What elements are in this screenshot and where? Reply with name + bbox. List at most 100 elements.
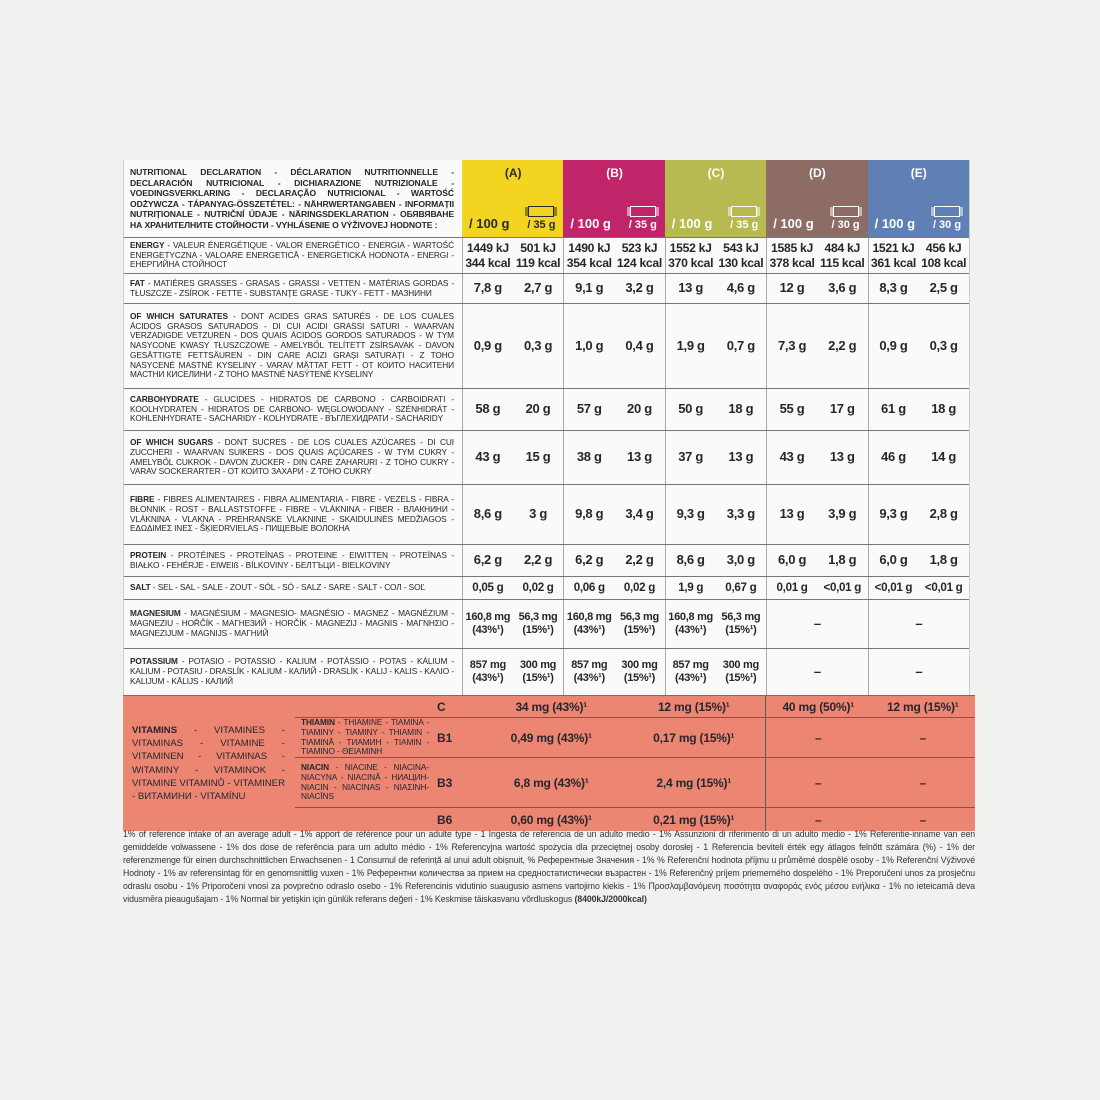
row-label-rest: - MATIÈRES GRASSES - GRASAS - GRASSI - V… xyxy=(130,277,454,298)
vitamin-sublabel-thiamin: THIAMIN - THIAMINE - TIAMINA - TIAMINY -… xyxy=(295,717,437,757)
vitamin-value-100g: 6,8 mg (43%)¹ xyxy=(513,775,589,790)
bar-portion-icon xyxy=(525,206,557,217)
value-cell: 160,8 mg (43%¹) xyxy=(664,600,716,648)
vitamin-values-de-b6: – – xyxy=(765,807,975,831)
value-cell: 1,9 g xyxy=(664,577,716,599)
value-cell: 6,2 g xyxy=(462,545,513,576)
row-label-rest: - MAGNÉSIUM - MAGNESIO- MAGNÉSIO - MAGNE… xyxy=(130,608,454,638)
value-cell: 6,2 g xyxy=(563,545,614,576)
value-cell: 3,0 g xyxy=(726,552,755,568)
value-cell: 3,4 g xyxy=(625,506,654,522)
table-row-magnesium: MAGNESIUM - MAGNÉSIUM - MAGNESIO- MAGNÉS… xyxy=(124,599,969,648)
per-100g-label: / 100 g xyxy=(874,216,916,231)
value-cell: 300 mg (15%¹) xyxy=(722,659,759,684)
vitamin-values-de-b1: – – xyxy=(765,717,975,757)
value-cell: 0,67 g xyxy=(725,581,757,595)
row-label-lead: POTASSIUM xyxy=(130,656,178,667)
row-label-carbohydrate: CARBOHYDRATE - GLUCIDES - HIDRATOS DE CA… xyxy=(124,389,462,430)
table-header-row: NUTRITIONAL DECLARATION - DÉCLARATION NU… xyxy=(124,160,969,237)
row-label-lead: OF WHICH SATURATES xyxy=(130,311,228,322)
value-cell: 1,0 g xyxy=(563,304,614,388)
per-portion-label: / 35 g xyxy=(730,219,759,231)
vitamins-label: VITAMINS - VITAMINES - VITAMINAS - VITAM… xyxy=(123,696,295,831)
value-cell: 2,5 g xyxy=(929,280,958,296)
vitamin-code-c: C xyxy=(437,699,446,714)
vitamin-value-100g: 34 mg (43%)¹ xyxy=(515,699,588,714)
vitamin-value-d: – xyxy=(815,730,822,745)
per-100g-label: / 100 g xyxy=(671,216,713,231)
table-row-fibre: FIBRE - FIBRES ALIMENTAIRES - FIBRA ALIM… xyxy=(124,484,969,544)
value-cell: 857 mg (43%¹) xyxy=(664,649,716,695)
row-label-energy: ENERGY - VALEUR ÉNERGÉTIQUE - VALOR ENER… xyxy=(124,238,462,273)
row-label-lead: PROTEIN xyxy=(130,549,167,560)
vitamin-value-100g: 0,60 mg (43%)¹ xyxy=(510,812,592,827)
value-cell: 56,3 mg (15%¹) xyxy=(721,611,761,636)
table-row-fat: FAT - MATIÈRES GRASSES - GRASAS - GRASSI… xyxy=(124,273,969,303)
vitamins-label-lead: VITAMINS xyxy=(132,724,178,736)
sublabel-lead: THIAMIN xyxy=(301,717,335,728)
row-label-lead: FIBRE xyxy=(130,494,155,505)
value-cell: 18 g xyxy=(728,401,754,417)
value-cell: 13 g xyxy=(664,274,716,303)
value-cell: 43 g xyxy=(462,431,513,484)
value-cell: 160,8 mg (43%¹) xyxy=(462,600,513,648)
vitamin-sublabel-empty xyxy=(295,807,437,831)
vitamin-value-e: – xyxy=(919,812,927,827)
column-header-e: (E) / 100 g / 30 g xyxy=(867,160,969,237)
value-cell: 20 g xyxy=(525,401,551,417)
value-cell: <0,01 g xyxy=(823,581,862,595)
value-cell: 1490 kJ 354 kcal xyxy=(563,238,614,273)
row-label-salt: SALT - SEL - SAL - SALE - ZOUT - SÓL - S… xyxy=(124,577,462,599)
row-label-lead: CARBOHYDRATE xyxy=(130,393,199,404)
value-cell-merged: – xyxy=(867,649,969,695)
vitamin-value-d: – xyxy=(815,775,822,790)
value-cell: 2,2 g xyxy=(828,337,857,353)
value-cell: 15 g xyxy=(525,449,551,465)
value-cell: 2,7 g xyxy=(523,280,553,296)
value-cell: 2,8 g xyxy=(929,506,958,522)
vitamin-value-portion: 2,4 mg (15%)¹ xyxy=(656,775,732,790)
value-cell: 7,8 g xyxy=(462,274,513,303)
value-cell: 4,6 g xyxy=(726,280,755,296)
value-cell: 6,0 g xyxy=(867,545,919,576)
value-cell: 46 g xyxy=(867,431,919,484)
per-portion-label: / 30 g xyxy=(831,219,860,231)
value-cell: 8,6 g xyxy=(462,485,513,544)
row-label-rest: - POTASIO - POTASSIO - KALIUM - POTÁSSIO… xyxy=(130,656,454,686)
vitamin-value-e: – xyxy=(919,730,927,745)
sublabel-lead: NIACIN xyxy=(301,762,329,773)
value-cell: 857 mg (43%¹) xyxy=(563,649,614,695)
value-cell-merged: – xyxy=(867,600,969,648)
value-cell: 300 mg (15%¹) xyxy=(621,659,658,684)
per-portion-label: / 30 g xyxy=(932,219,962,231)
value-cell: 0,3 g xyxy=(929,337,958,353)
row-label-lead: OF WHICH SUGARS xyxy=(130,437,213,448)
row-label-rest: - SEL - SAL - SALE - ZOUT - SÓL - SÓ - S… xyxy=(150,582,425,593)
value-cell: 1449 kJ 344 kcal xyxy=(462,238,513,273)
value-cell: 1,8 g xyxy=(828,552,857,568)
value-cell: 6,0 g xyxy=(766,545,817,576)
value-cell: <0,01 g xyxy=(867,577,919,599)
value-cell: 61 g xyxy=(867,389,919,430)
row-label-fat: FAT - MATIÈRES GRASSES - GRASAS - GRASSI… xyxy=(124,274,462,303)
nutrition-table: NUTRITIONAL DECLARATION - DÉCLARATION NU… xyxy=(123,160,970,695)
vitamin-sublabel-niacin: NIACIN - NIACINE - NIACINA- NIACYNA - NI… xyxy=(295,757,437,807)
sublabel-rest: - THIAMINE - TIAMINA - TIAMINY - TIAMINY… xyxy=(301,717,429,757)
table-row-salt: SALT - SEL - SAL - SALE - ZOUT - SÓL - S… xyxy=(124,576,969,599)
row-label-rest: - FIBRES ALIMENTAIRES - FIBRA ALIMENTARI… xyxy=(130,494,454,534)
value-cell: 17 g xyxy=(829,401,855,417)
value-cell: 0,9 g xyxy=(867,304,919,388)
value-cell: 3 g xyxy=(529,506,547,522)
per-100g-label: / 100 g xyxy=(570,216,611,231)
value-cell: 0,3 g xyxy=(523,337,553,353)
value-cell: 9,3 g xyxy=(867,485,919,544)
vitamin-value-d: – xyxy=(815,812,822,827)
value-cell-merged: – xyxy=(766,649,867,695)
vitamin-code-b3: B3 xyxy=(437,757,480,807)
table-title: NUTRITIONAL DECLARATION - DÉCLARATION NU… xyxy=(130,167,454,230)
value-cell: 523 kJ 124 kcal xyxy=(616,241,662,270)
bar-portion-icon xyxy=(627,206,659,217)
vitamin-value-e: 12 mg (15%)¹ xyxy=(886,699,959,714)
per-100g-label: / 100 g xyxy=(773,216,814,231)
per-100g-label: / 100 g xyxy=(469,216,510,231)
